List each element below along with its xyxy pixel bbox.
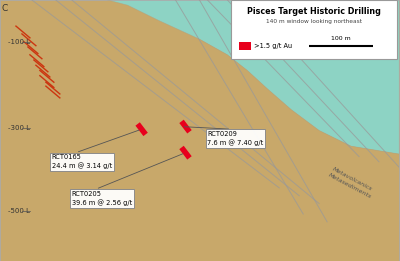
Text: >1.5 g/t Au: >1.5 g/t Au [254, 43, 292, 49]
Text: C’: C’ [388, 4, 397, 13]
Text: -500 L: -500 L [8, 209, 30, 214]
Text: C: C [2, 4, 8, 13]
Text: Pisces Target Historic Drilling: Pisces Target Historic Drilling [247, 7, 381, 16]
Polygon shape [108, 0, 399, 154]
Bar [238, 42, 250, 50]
Text: RCT0209
7.6 m @ 7.40 g/t: RCT0209 7.6 m @ 7.40 g/t [208, 131, 264, 146]
Text: Metavolcanics
Metasediments: Metavolcanics Metasediments [327, 166, 375, 199]
Text: -300 L: -300 L [8, 125, 30, 131]
Text: RCT0205
39.6 m @ 2.56 g/t: RCT0205 39.6 m @ 2.56 g/t [72, 191, 132, 206]
Text: -100 L: -100 L [8, 39, 30, 45]
Polygon shape [200, 39, 399, 261]
FancyBboxPatch shape [231, 0, 397, 59]
Text: 100 m: 100 m [331, 36, 351, 41]
Text: RCT0165
24.4 m @ 3.14 g/t: RCT0165 24.4 m @ 3.14 g/t [52, 154, 112, 169]
Text: 140 m window looking northeast: 140 m window looking northeast [266, 19, 362, 24]
